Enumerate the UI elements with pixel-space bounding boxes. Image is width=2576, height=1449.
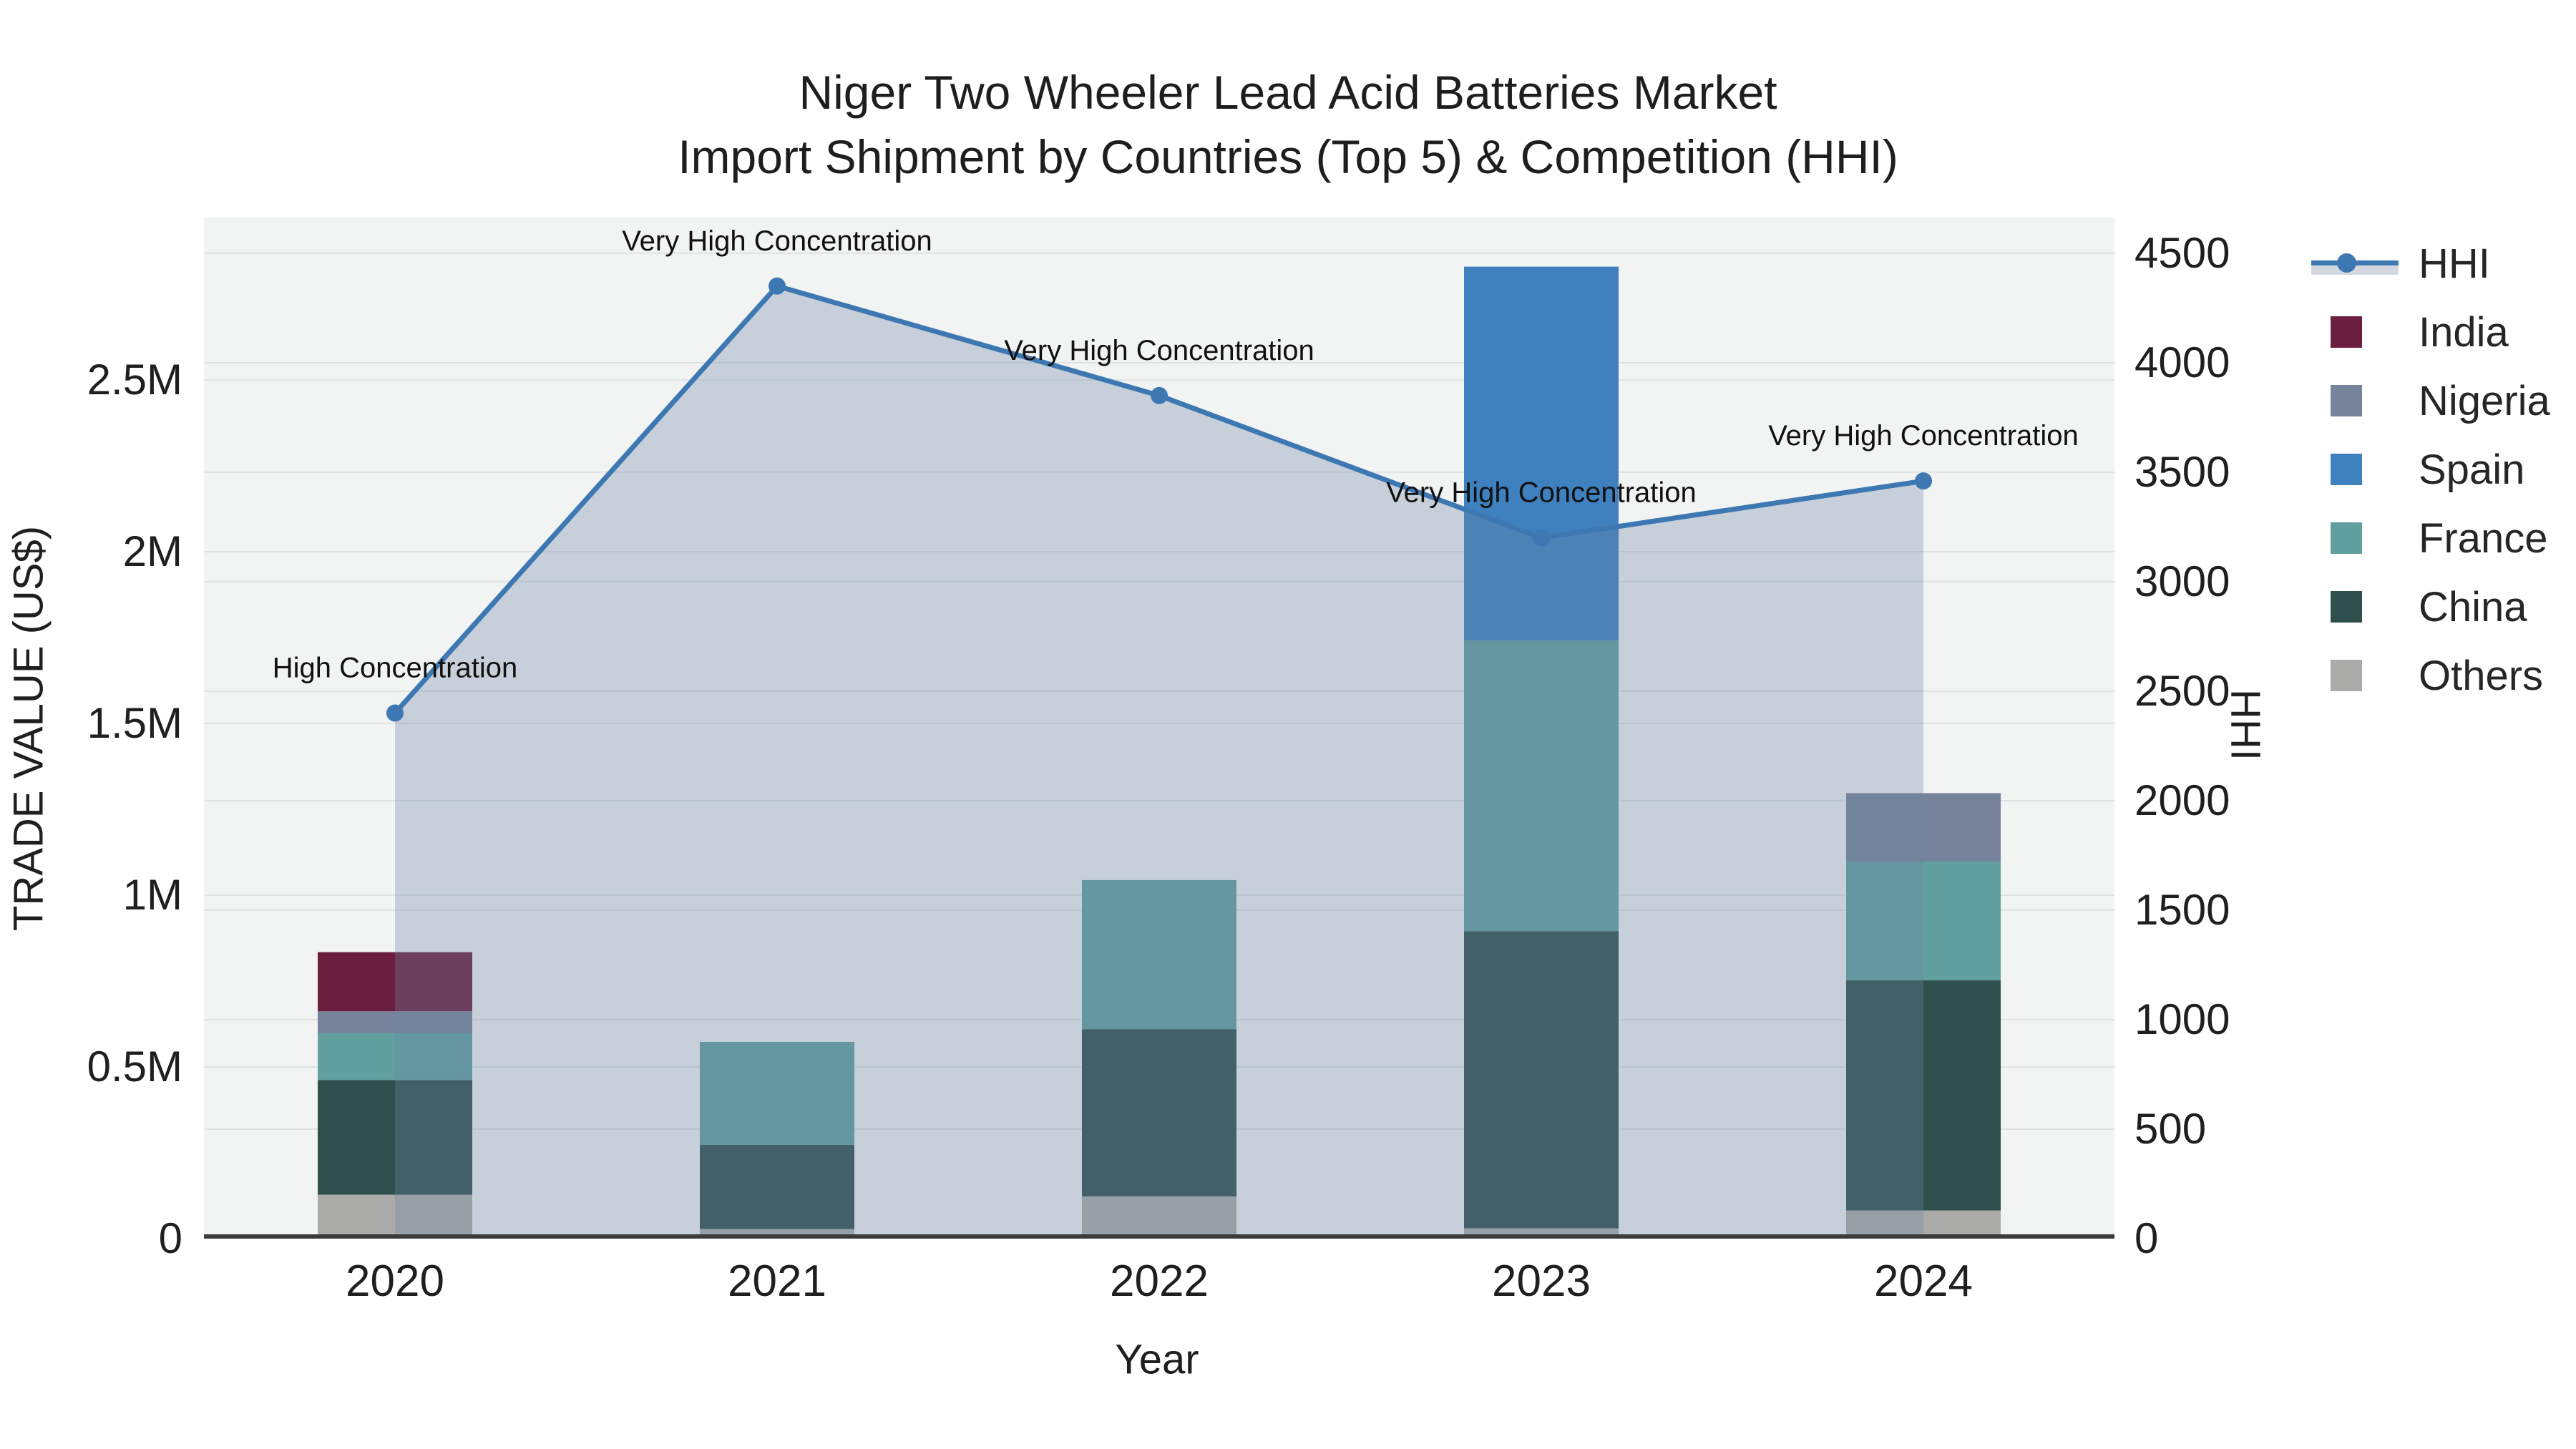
y-tick-right-2000: 2000 (2135, 776, 2230, 824)
legend-swatch-area (2311, 657, 2399, 694)
hhi-area (395, 286, 1923, 1239)
y-tick-right-4000: 4000 (2135, 338, 2230, 386)
y-tick-right-500: 500 (2135, 1104, 2207, 1153)
bar-segment-india-2020[interactable] (318, 952, 472, 1012)
bar-segment-france-2023[interactable] (1464, 640, 1619, 932)
legend-item-hhi[interactable]: HHI (2311, 229, 2550, 298)
bar-segment-nigeria-2020[interactable] (318, 1011, 472, 1033)
legend-band (2311, 263, 2399, 275)
legend-label-china: China (2419, 583, 2527, 630)
bar-segment-france-2020[interactable] (318, 1033, 472, 1080)
legend-item-france[interactable]: France (2311, 504, 2550, 572)
legend-item-india[interactable]: India (2311, 298, 2550, 366)
y-tick-right-1500: 1500 (2135, 885, 2230, 934)
bar-segment-france-2021[interactable] (700, 1041, 854, 1145)
legend: HHI India Nigeria Spain France China Others (2311, 229, 2550, 710)
bar-segment-china-2022[interactable] (1082, 1029, 1236, 1196)
legend-item-china[interactable]: China (2311, 572, 2550, 641)
legend-label-india: India (2419, 308, 2509, 356)
bar-segment-spain-2023[interactable] (1464, 266, 1619, 640)
y-tick-right-0: 0 (2135, 1214, 2159, 1262)
y-tick-left-0.5M: 0.5M (87, 1043, 182, 1091)
y-tick-left-0: 0 (158, 1214, 182, 1262)
bar-segment-china-2021[interactable] (700, 1144, 854, 1229)
plot-canvas: High Concentration Very High Concentratio… (204, 225, 2114, 1239)
annotation-2024: Very High Concentration (1768, 420, 2079, 452)
x-tick-2023: 2023 (1492, 1257, 1591, 1306)
legend-line-sample (2311, 245, 2399, 282)
legend-swatch-area (2311, 519, 2399, 557)
chart-title-line2: Import Shipment by Countries (Top 5) & C… (678, 130, 1898, 183)
bar-segment-france-2024[interactable] (1846, 862, 2001, 981)
x-tick-2021: 2021 (728, 1257, 826, 1306)
legend-label-others: Others (2419, 652, 2544, 699)
y-tick-right-3500: 3500 (2135, 447, 2230, 496)
legend-item-others[interactable]: Others (2311, 641, 2550, 710)
annotation-2020: High Concentration (273, 653, 517, 684)
y-tick-right-4500: 4500 (2135, 228, 2230, 277)
bar-segment-france-2022[interactable] (1082, 879, 1236, 1030)
hhi-marker-2021[interactable] (769, 277, 786, 295)
hhi-marker-2022[interactable] (1151, 386, 1168, 404)
legend-label-nigeria: Nigeria (2419, 377, 2550, 424)
y-tick-right-1000: 1000 (2135, 995, 2230, 1043)
legend-marker-dot-icon (2337, 253, 2356, 273)
x-tick-2024: 2024 (1874, 1257, 1973, 1306)
y-tick-right-3000: 3000 (2135, 557, 2230, 605)
y-tick-right-2500: 2500 (2135, 666, 2230, 715)
legend-swatch-france (2331, 522, 2362, 554)
legend-swatch-others (2331, 660, 2362, 691)
bar-segment-others-2024[interactable] (1846, 1210, 2001, 1239)
y-tick-left-1M: 1M (122, 871, 182, 919)
legend-swatch-nigeria (2331, 385, 2362, 416)
legend-label-hhi: HHI (2419, 240, 2490, 287)
legend-label-france: France (2419, 514, 2548, 562)
y-tick-left-2.5M: 2.5M (87, 356, 182, 404)
x-axis-title: Year (1115, 1336, 1199, 1383)
legend-swatch-india (2331, 316, 2362, 348)
annotation-2022: Very High Concentration (1004, 335, 1314, 366)
legend-swatch-spain (2331, 454, 2362, 485)
legend-swatch-area (2311, 313, 2399, 351)
bar-segment-china-2020[interactable] (318, 1080, 472, 1195)
legend-swatch-china (2331, 591, 2362, 623)
plot-area: High Concentration Very High Concentratio… (204, 218, 2114, 1239)
y-tick-left-2M: 2M (122, 527, 182, 576)
legend-item-nigeria[interactable]: Nigeria (2311, 366, 2550, 435)
y-tick-left-1.5M: 1.5M (87, 699, 182, 748)
bar-segment-nigeria-2024[interactable] (1846, 793, 2001, 862)
bar-segment-others-2022[interactable] (1082, 1196, 1236, 1239)
hhi-marker-2020[interactable] (386, 704, 404, 722)
hhi-marker-2023[interactable] (1533, 529, 1550, 547)
legend-swatch-area (2311, 451, 2399, 488)
legend-swatch-area (2311, 588, 2399, 625)
hhi-marker-2024[interactable] (1915, 472, 1932, 490)
x-tick-2022: 2022 (1110, 1257, 1209, 1306)
chart-title: Niger Two Wheeler Lead Acid Batteries Ma… (0, 60, 2576, 189)
annotation-2023: Very High Concentration (1386, 477, 1697, 509)
bar-segment-china-2024[interactable] (1846, 980, 2001, 1211)
legend-item-spain[interactable]: Spain (2311, 435, 2550, 504)
x-tick-2020: 2020 (346, 1257, 444, 1306)
bar-segment-china-2023[interactable] (1464, 931, 1619, 1229)
bar-segment-others-2020[interactable] (318, 1194, 472, 1239)
annotation-2021: Very High Concentration (622, 225, 932, 257)
chart-title-line1: Niger Two Wheeler Lead Acid Batteries Ma… (799, 66, 1777, 119)
legend-swatch-area (2311, 382, 2399, 419)
legend-label-spain: Spain (2419, 446, 2525, 493)
